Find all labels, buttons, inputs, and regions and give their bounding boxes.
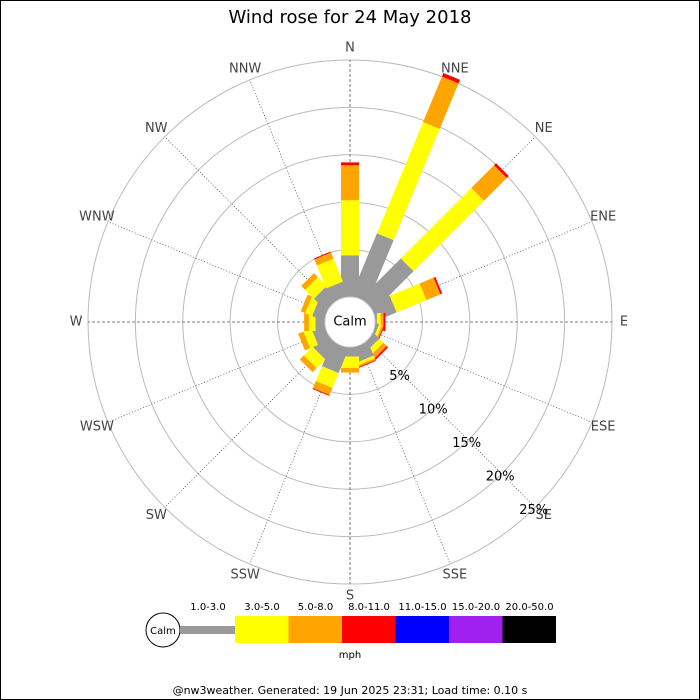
spoke: [164, 339, 333, 508]
calm-circle: [324, 296, 376, 348]
legend-label: 8.0-11.0: [348, 602, 390, 613]
spoke: [367, 339, 536, 508]
bar-segment: [301, 273, 318, 290]
r-tick-label: 5%: [389, 369, 410, 384]
bar-segment: [441, 72, 461, 84]
legend-swatch: [395, 616, 449, 643]
bar-segment: [341, 165, 359, 201]
r-tick-label: 15%: [452, 436, 481, 451]
bar-segment: [312, 381, 333, 395]
direction-label: SE: [536, 508, 552, 523]
bar-segment: [326, 281, 349, 303]
direction-label: NW: [145, 121, 168, 136]
spoke: [107, 331, 328, 423]
legend-label: 5.0-8.0: [298, 602, 333, 613]
bar-segment: [377, 122, 440, 241]
bar-segment: [471, 165, 507, 201]
legend-unit: mph: [339, 650, 361, 661]
r-tick-label: 20%: [486, 470, 515, 485]
spoke: [107, 221, 328, 313]
direction-label: SSW: [230, 568, 260, 583]
bar-segment: [389, 283, 427, 313]
bar-segment: [351, 233, 394, 303]
direction-label: SSE: [442, 568, 467, 583]
bar-segment: [400, 188, 484, 272]
direction-label: NNE: [441, 61, 469, 76]
bar-segment: [313, 251, 331, 260]
bar-segment: [357, 355, 375, 366]
bar-segment: [341, 255, 359, 297]
bar-segment: [308, 313, 316, 331]
bar-segment: [423, 76, 459, 129]
bar-segment: [304, 313, 309, 331]
bar-segment: [305, 296, 319, 317]
spoke: [359, 344, 451, 565]
grid-ring: [134, 106, 566, 538]
bar-segment: [341, 367, 359, 373]
r-tick-label: 10%: [419, 403, 448, 418]
legend-label: 3.0-5.0: [244, 602, 279, 613]
legend-calm-label: Calm: [150, 626, 176, 637]
bar-segment: [298, 331, 311, 351]
spoke: [372, 331, 593, 423]
bar-segment: [370, 342, 387, 359]
bar-segment: [303, 328, 319, 349]
bar-segment: [341, 347, 359, 357]
legend-swatch: [235, 616, 289, 643]
bar-segment: [305, 277, 327, 299]
legend-swatch: [180, 626, 235, 634]
bar-segment: [303, 346, 326, 369]
legend-label: 11.0-15.0: [398, 602, 446, 613]
bar-segment: [314, 252, 334, 266]
bar-segment: [341, 200, 359, 256]
legend-swatch: [288, 616, 342, 643]
chart-title: Wind rose for 24 May 2018: [229, 7, 472, 28]
bar-segment: [299, 355, 317, 373]
direction-label: SW: [146, 508, 167, 523]
spoke: [164, 136, 333, 305]
bar-segment: [383, 313, 386, 331]
bar-segment: [494, 163, 509, 178]
legend-swatch: [342, 616, 396, 643]
legend-label: 15.0-20.0: [452, 602, 500, 613]
bar-segment: [358, 360, 376, 368]
legend-swatch: [449, 616, 503, 643]
legend-swatch: [502, 616, 556, 643]
direction-label: WSW: [80, 419, 114, 434]
r-tick-label: 25%: [519, 503, 548, 518]
bar-segment: [300, 294, 312, 314]
bar-segment: [374, 346, 389, 361]
direction-label: NE: [535, 121, 553, 136]
bar-segment: [312, 388, 330, 396]
legend-label: 20.0-50.0: [505, 602, 553, 613]
bar-segment: [419, 277, 441, 301]
direction-label: S: [346, 589, 354, 604]
direction-label: N: [345, 41, 355, 56]
direction-label: ENE: [590, 210, 616, 225]
bar-segment: [341, 356, 359, 368]
bar-segment: [315, 366, 339, 388]
bar-segment: [321, 341, 349, 374]
footer: @nw3weather. Generated: 19 Jun 2025 23:3…: [173, 684, 528, 697]
bar-segment: [361, 258, 414, 311]
bar-segment: [433, 276, 443, 295]
legend-label: 1.0-3.0: [190, 602, 225, 613]
direction-label: ESE: [591, 419, 616, 434]
direction-label: W: [70, 315, 83, 330]
bar-segment: [316, 258, 343, 289]
bar-segment: [358, 358, 376, 367]
direction-label: E: [620, 315, 628, 330]
calm-label: Calm: [333, 315, 366, 330]
direction-label: NNW: [229, 61, 261, 76]
bar-segment: [341, 162, 359, 166]
direction-label: WNW: [79, 210, 115, 225]
